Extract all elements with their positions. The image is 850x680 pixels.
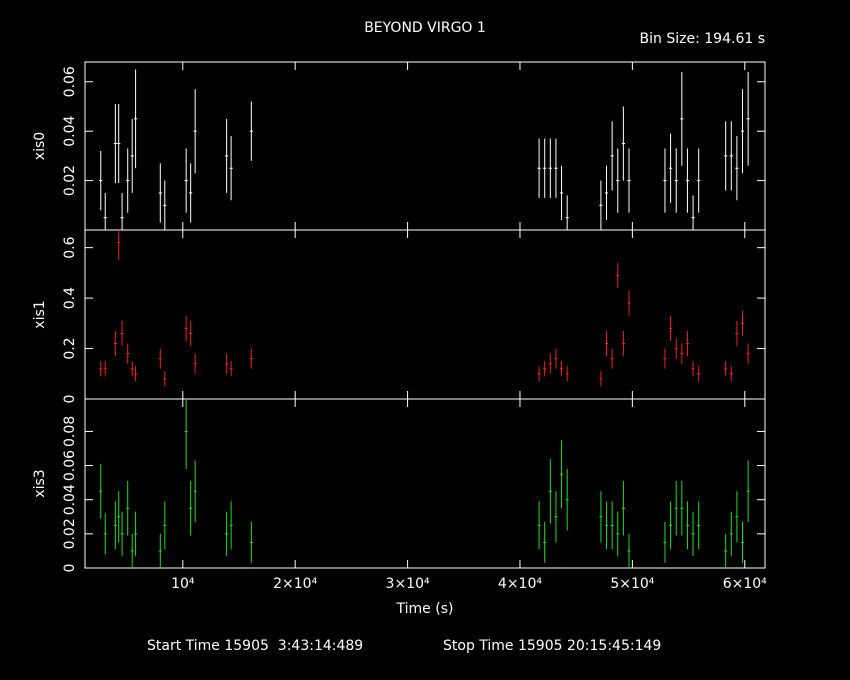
bin-size: Bin Size: 194.61 s <box>640 31 765 47</box>
y-tick-label: 0.04 <box>62 484 78 515</box>
start-time: Start Time 15905 3:43:14:489 <box>147 638 363 654</box>
y-tick-label: 0 <box>62 395 78 404</box>
x-tick-label: 6×10⁴ <box>723 576 767 592</box>
x-tick-label: 10⁴ <box>171 576 195 592</box>
plot-frame <box>84 398 766 569</box>
y-tick-label: 0.6 <box>62 236 78 258</box>
chart-title: BEYOND VIRGO 1 <box>364 20 486 36</box>
y-tick-label: 0.4 <box>62 287 78 309</box>
x-tick-label: 4×10⁴ <box>498 576 542 592</box>
x-tick-label: 2×10⁴ <box>273 576 317 592</box>
x-tick-label: 5×10⁴ <box>610 576 654 592</box>
y-tick-label: 0.04 <box>62 115 78 146</box>
x-axis-label: Time (s) <box>396 601 454 617</box>
plot-frame <box>84 61 766 231</box>
y-axis-label: xis1 <box>32 300 48 328</box>
y-tick-label: 0.08 <box>62 416 78 447</box>
x-tick-label: 3×10⁴ <box>386 576 430 592</box>
y-tick-label: 0 <box>62 564 78 573</box>
y-tick-label: 0.02 <box>62 165 78 196</box>
y-tick-label: 0.2 <box>62 337 78 359</box>
plot-frame <box>84 229 766 400</box>
y-tick-label: 0.06 <box>62 450 78 481</box>
y-tick-label: 0.06 <box>62 66 78 97</box>
y-axis-label: xis0 <box>32 132 48 160</box>
y-axis-label: xis3 <box>32 469 48 497</box>
y-tick-label: 0.02 <box>62 518 78 549</box>
stop-time: Stop Time 15905 20:15:45:149 <box>443 638 661 654</box>
